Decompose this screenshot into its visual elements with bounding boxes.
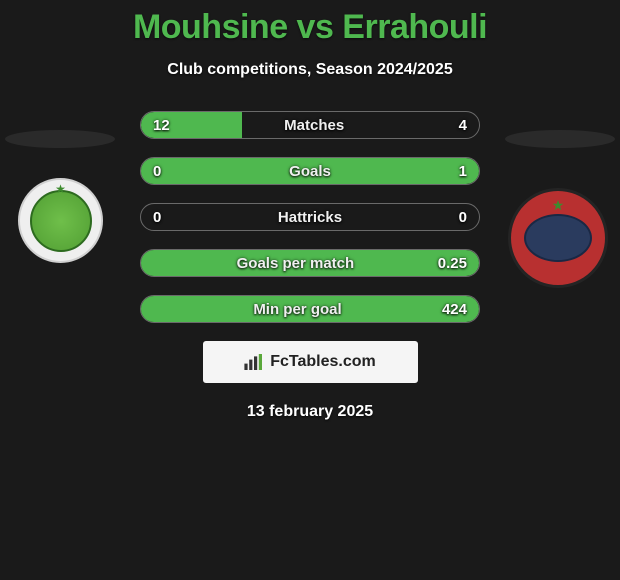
bar-chart-icon — [244, 354, 264, 370]
comparison-card: Mouhsine vs Errahouli Club competitions,… — [0, 0, 620, 421]
stat-label: Goals — [161, 163, 458, 180]
stat-label: Goals per match — [153, 255, 438, 272]
stat-value-right: 0 — [459, 209, 479, 226]
stat-rows: 12Matches40Goals10Hattricks0Goals per ma… — [140, 111, 480, 323]
stat-label: Hattricks — [161, 209, 458, 226]
stat-label: Min per goal — [153, 301, 442, 318]
stat-value-left: 0 — [141, 209, 161, 226]
comparison-date: 13 february 2025 — [0, 403, 620, 421]
stat-value-right: 1 — [459, 163, 479, 180]
stat-value-right: 4 — [459, 117, 479, 134]
stat-value-right: 0.25 — [438, 255, 479, 272]
stat-value-right: 424 — [442, 301, 479, 318]
page-title: Mouhsine vs Errahouli — [0, 8, 620, 47]
stat-row: Goals per match0.25 — [140, 249, 480, 277]
brand-text: FcTables.com — [270, 353, 376, 371]
star-icon: ★ — [55, 182, 66, 196]
stat-value-left: 0 — [141, 163, 161, 180]
club-logo-left-inner: ★ — [30, 190, 92, 252]
stat-row: 0Hattricks0 — [140, 203, 480, 231]
stat-row: Min per goal424 — [140, 295, 480, 323]
star-icon: ★ — [552, 197, 565, 214]
stat-row: 0Goals1 — [140, 157, 480, 185]
club-logo-right-inner — [524, 214, 592, 262]
page-subtitle: Club competitions, Season 2024/2025 — [0, 61, 620, 79]
shadow-right — [505, 130, 615, 148]
stat-label: Matches — [170, 117, 459, 134]
brand-badge[interactable]: FcTables.com — [203, 341, 418, 383]
club-logo-right: ★ OCS — [508, 188, 608, 288]
stat-value-left: 12 — [141, 117, 170, 134]
stat-row: 12Matches4 — [140, 111, 480, 139]
club-logo-left: ★ — [18, 178, 103, 263]
shadow-left — [5, 130, 115, 148]
